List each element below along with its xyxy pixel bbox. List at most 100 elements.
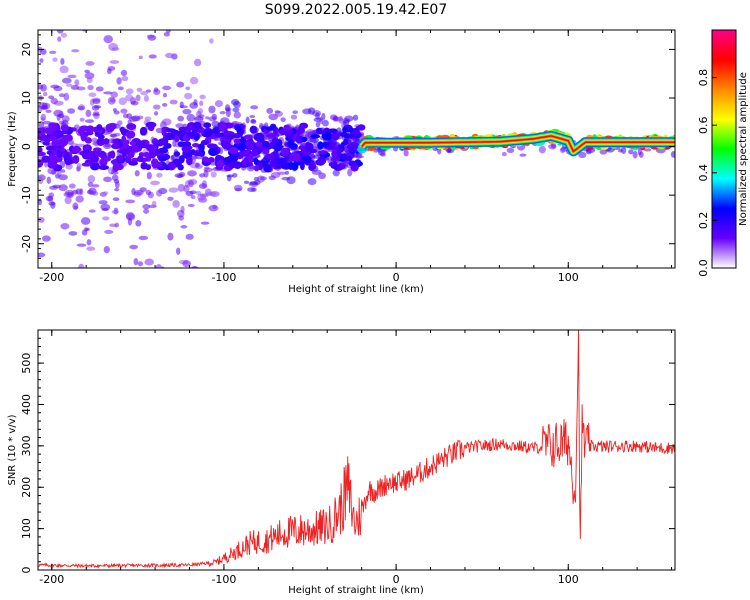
- spectrogram-noise-blob: [162, 92, 168, 98]
- spectrogram-cell: [215, 154, 224, 162]
- spectrogram-cell: [310, 134, 321, 139]
- spectrogram-noise-blob: [189, 76, 199, 85]
- spectrogram-noise-blob: [50, 84, 60, 89]
- spectrogram-noise-blob: [66, 83, 73, 87]
- spectrogram-noise-blob: [313, 140, 319, 149]
- spectrogram-cell: [208, 147, 219, 157]
- spectrogram-noise-blob: [176, 209, 185, 218]
- snr-y-label: SNR (10 * v/v): [7, 414, 18, 485]
- spectrogram-cell: [228, 146, 239, 154]
- spectrogram-y-tick-label: 20: [20, 42, 33, 56]
- spectrogram-cell: [44, 127, 54, 135]
- spectrogram-noise-blob: [125, 94, 134, 102]
- spectrogram-cell: [96, 137, 105, 146]
- spectrogram-cell: [203, 122, 212, 129]
- spectrogram-noise-blob: [208, 204, 219, 212]
- spectrogram-cell: [235, 125, 242, 132]
- spectrogram-noise-blob: [380, 152, 386, 157]
- spectrogram-noise-blob: [599, 149, 608, 155]
- spectrogram-noise-blob: [286, 176, 296, 185]
- spectrogram-noise-blob: [224, 104, 231, 112]
- snr-frame: [37, 329, 676, 571]
- spectrogram-noise-blob: [48, 192, 55, 198]
- spectrogram-noise-blob: [354, 152, 362, 159]
- spectrogram-cell: [153, 161, 163, 168]
- spectrogram-noise-blob: [120, 69, 128, 77]
- colorbar-tick-label: 0.0: [697, 259, 710, 277]
- spectrogram-noise-blob: [60, 222, 70, 230]
- spectrogram-cell: [98, 165, 110, 171]
- spectrogram-noise-blob: [137, 115, 144, 120]
- spectrogram-noise-blob: [332, 115, 339, 122]
- spectrogram-cell: [301, 156, 312, 162]
- spectrogram-noise-blob: [187, 170, 197, 177]
- snr-y-tick-label: 200: [20, 477, 33, 498]
- spectrogram-noise-blob: [112, 108, 117, 112]
- spectrogram-cell: [54, 129, 64, 139]
- spectrogram-noise-blob: [40, 48, 47, 56]
- spectrogram-noise-blob: [61, 77, 72, 84]
- spectrogram-noise-blob: [548, 143, 557, 150]
- snr-y-tick-label: 500: [20, 353, 33, 374]
- snr-series-line: [38, 330, 675, 569]
- spectrogram-cell: [178, 126, 187, 132]
- spectrogram-noise-blob: [250, 119, 257, 124]
- spectrogram-noise-blob: [290, 114, 298, 120]
- spectrogram-cell: [38, 129, 45, 137]
- spectrogram-noise-blob: [105, 269, 110, 274]
- spectrogram-cell: [177, 141, 187, 147]
- spectrogram-cell: [47, 155, 57, 163]
- snr-x-tick-label: 100: [558, 573, 579, 586]
- spectrogram-cell: [283, 124, 291, 130]
- spectrogram-cell: [140, 162, 148, 170]
- spectrogram-noise-blob: [183, 184, 190, 193]
- spectrogram-noise-blob: [338, 115, 344, 124]
- spectrogram-noise-blob: [85, 227, 90, 232]
- spectrogram-cell: [343, 138, 349, 146]
- spectrogram-noise-blob: [140, 91, 148, 96]
- spectrogram-noise-blob: [163, 32, 170, 37]
- spectrogram-noise-blob: [152, 104, 161, 110]
- spectrogram-noise-blob: [501, 151, 507, 157]
- spectrogram-noise-blob: [176, 81, 185, 88]
- spectrogram-cell: [64, 151, 70, 159]
- snr-plot-area: [38, 330, 675, 569]
- spectrogram-cell: [145, 121, 157, 128]
- spectrogram-noise-blob: [142, 204, 151, 210]
- spectrogram-noise-blob: [114, 181, 120, 189]
- spectrogram-noise-blob: [114, 187, 120, 192]
- spectrogram-noise-blob: [98, 200, 108, 205]
- spectrogram-noise-blob: [280, 117, 286, 123]
- spectrogram-noise-blob: [302, 108, 312, 115]
- spectrogram-noise-blob: [578, 151, 587, 159]
- spectrogram-noise-blob: [347, 168, 353, 177]
- spectrogram-noise-blob: [210, 171, 217, 178]
- spectrogram-noise-blob: [231, 121, 240, 125]
- spectrogram-noise-blob: [618, 148, 623, 153]
- spectrogram-noise-blob: [129, 244, 138, 250]
- spectrogram-noise-blob: [167, 196, 174, 201]
- spectrogram-noise-blob: [110, 133, 118, 138]
- spectrogram-noise-blob: [44, 162, 49, 168]
- spectrogram-noise-blob: [506, 147, 515, 153]
- spectrogram-noise-blob: [48, 201, 56, 206]
- spectrogram-noise-blob: [45, 109, 52, 113]
- spectrogram-noise-blob: [58, 120, 65, 125]
- spectrogram-cell: [84, 145, 90, 151]
- spectrogram-noise-blob: [145, 189, 152, 196]
- spectrogram-y-label: Frequency (Hz): [7, 111, 18, 187]
- spectrogram-cell: [84, 137, 92, 144]
- spectrogram-cell: [291, 162, 299, 171]
- snr-x-label: Height of straight line (km): [288, 585, 424, 596]
- spectrogram-noise-blob: [130, 100, 139, 106]
- snr-x-tick-label: -100: [211, 573, 236, 586]
- spectrogram-noise-blob: [185, 233, 194, 240]
- spectrogram-cell: [283, 148, 290, 157]
- spectrogram-noise-blob: [93, 105, 102, 109]
- spectrogram-noise-blob: [135, 219, 142, 227]
- spectrogram-noise-blob: [188, 180, 194, 188]
- spectrogram-noise-blob: [153, 111, 159, 116]
- spectrogram-noise-blob: [197, 193, 206, 201]
- spectrogram-noise-blob: [125, 88, 134, 95]
